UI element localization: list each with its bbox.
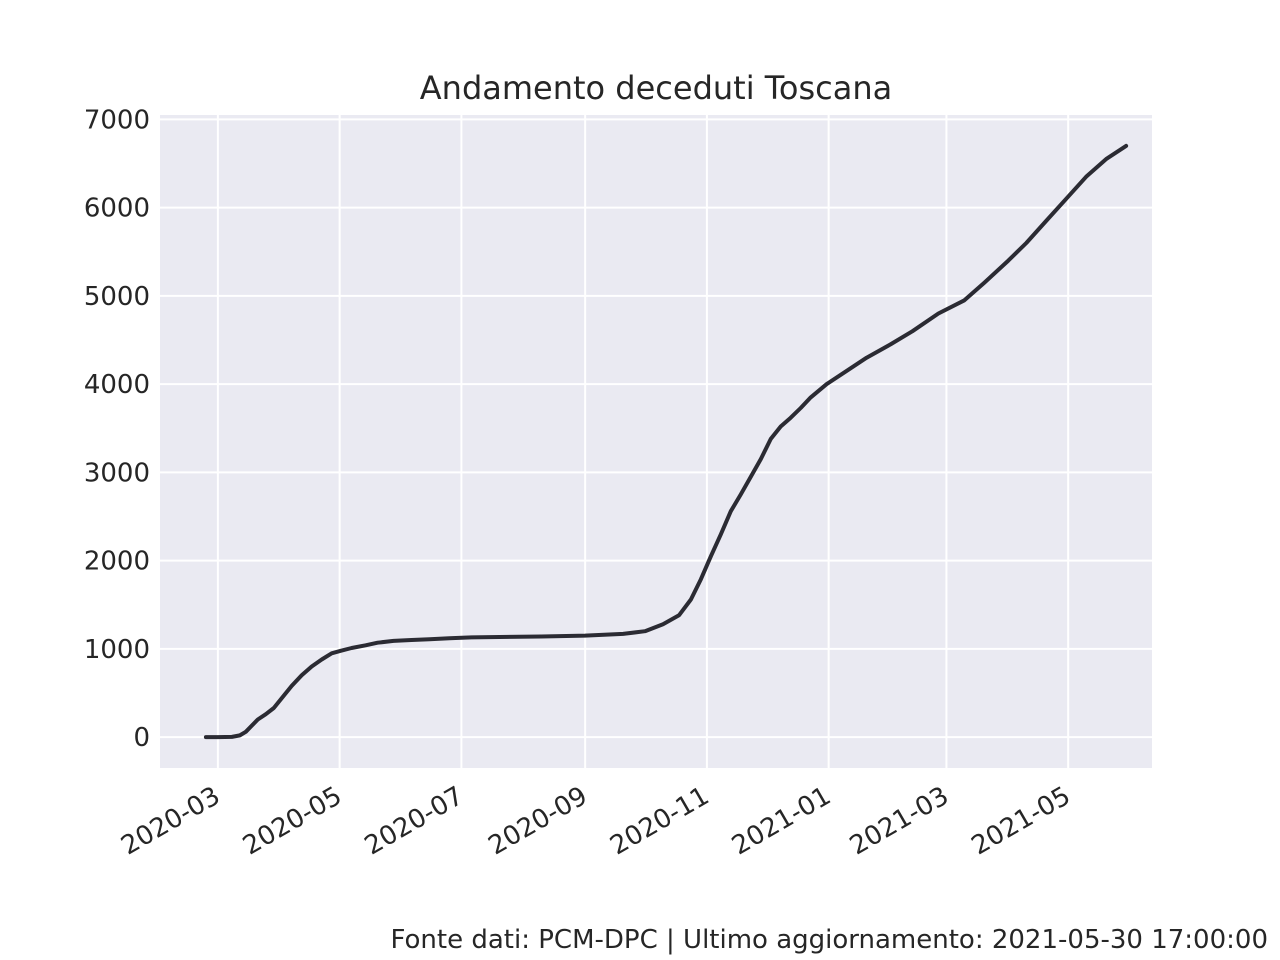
x-tick-label: 2021-03 <box>845 781 954 861</box>
series-layer <box>203 143 1129 740</box>
chart-title: Andamento deceduti Toscana <box>420 69 892 107</box>
y-tick-label: 7000 <box>84 105 150 135</box>
grid-lines <box>160 115 1152 768</box>
y-tick-label: 0 <box>133 723 150 753</box>
y-tick-label: 2000 <box>84 547 150 577</box>
x-tick-label: 2020-05 <box>238 781 347 861</box>
x-tick-label: 2020-07 <box>360 781 469 861</box>
x-tick-label: 2020-03 <box>116 781 225 861</box>
x-axis-ticks: 2020-03 2020-05 2020-07 2020-09 2020-11 2021-… <box>116 781 1075 861</box>
y-tick-label: 1000 <box>84 635 150 665</box>
x-tick-label: 2021-05 <box>967 781 1076 861</box>
x-tick-label: 2020-11 <box>605 781 714 861</box>
y-axis-ticks: 0 1000 2000 3000 4000 5000 6000 7000 <box>84 105 150 753</box>
y-tick-label: 3000 <box>84 458 150 488</box>
y-tick-label: 4000 <box>84 370 150 400</box>
footer-source-note: Fonte dati: PCM-DPC | Ultimo aggiornamen… <box>390 925 1269 955</box>
series-line <box>203 143 1129 740</box>
y-tick-label: 6000 <box>84 194 150 224</box>
x-tick-label: 2020-09 <box>484 781 593 861</box>
x-tick-label: 2021-01 <box>727 781 836 861</box>
y-tick-label: 5000 <box>84 282 150 312</box>
